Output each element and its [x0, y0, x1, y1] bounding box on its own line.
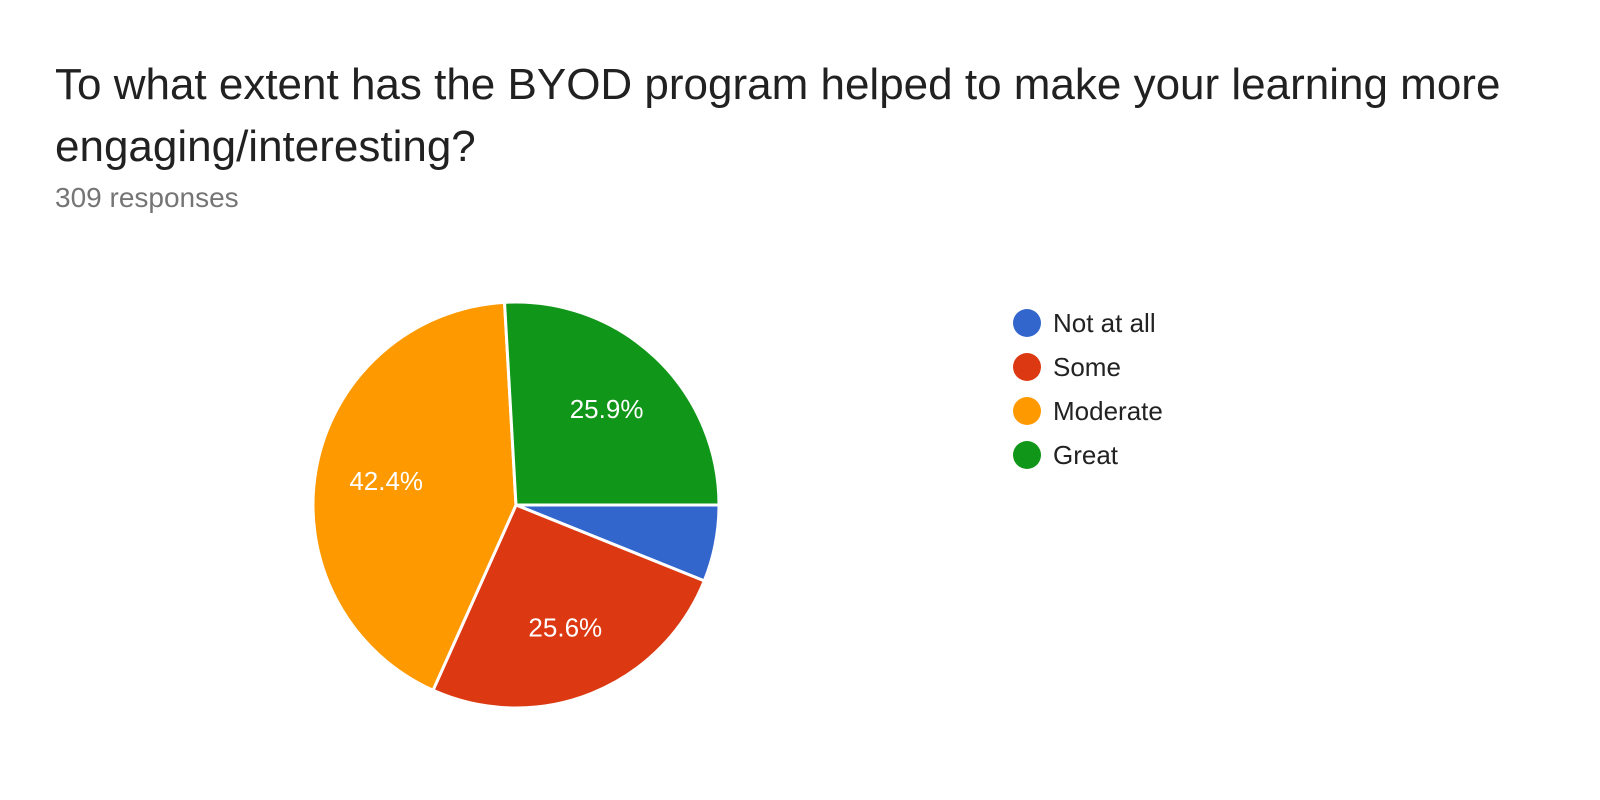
- legend-item-some[interactable]: Some: [1013, 345, 1163, 389]
- pie-slice-moderate[interactable]: [311, 300, 518, 692]
- legend-swatch: [1013, 309, 1041, 337]
- chart-legend: Not at all Some Moderate Great: [1013, 301, 1163, 477]
- chart-title: To what extent has the BYOD program help…: [55, 60, 1501, 171]
- legend-swatch: [1013, 397, 1041, 425]
- slice-label-moderate: 42.4%: [349, 466, 423, 496]
- slice-label-some: 25.6%: [528, 612, 602, 642]
- legend-item-not-at-all[interactable]: Not at all: [1013, 301, 1163, 345]
- legend-swatch: [1013, 353, 1041, 381]
- legend-label: Great: [1053, 439, 1119, 470]
- pie-slice-great[interactable]: [503, 300, 721, 507]
- legend-swatch: [1013, 441, 1041, 469]
- legend-item-great[interactable]: Great: [1013, 433, 1163, 477]
- legend-label: Moderate: [1053, 395, 1163, 426]
- slice-label-great: 25.9%: [570, 394, 644, 424]
- response-count: 309 responses: [55, 182, 239, 213]
- legend-label: Not at all: [1053, 307, 1156, 338]
- legend-label: Some: [1053, 351, 1121, 382]
- legend-item-moderate[interactable]: Moderate: [1013, 389, 1163, 433]
- pie-slice-some[interactable]: [431, 503, 706, 710]
